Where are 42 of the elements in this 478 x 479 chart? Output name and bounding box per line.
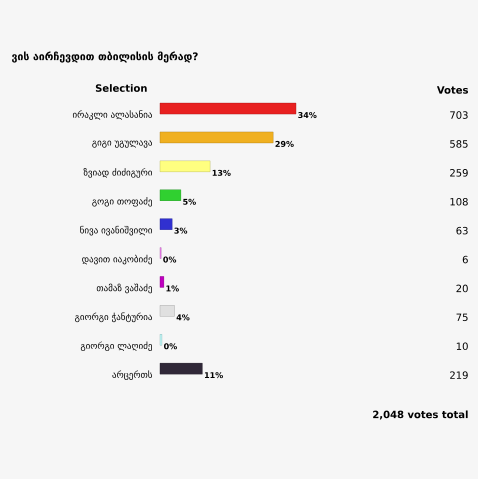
y-tick-label: გოგი თოფაძე — [92, 196, 152, 207]
bar — [160, 305, 175, 317]
bar — [160, 102, 296, 114]
annotation: 13% — [212, 170, 231, 176]
bar — [160, 160, 210, 172]
chart-title: ვის აირჩევდით თბილისის მერად? — [12, 51, 198, 63]
data-label: 63 — [456, 226, 468, 234]
annotation: 4% — [176, 314, 190, 320]
y-tick-label: გიგი უგულავა — [92, 140, 152, 148]
y-tick-label: არცერთს — [112, 370, 152, 380]
y-tick-label: დავით იაკობიძე — [82, 254, 152, 264]
annotation: 3% — [174, 228, 188, 234]
y-tick-label: გიორგი ლაღიძე — [80, 341, 152, 352]
data-label: 108 — [450, 198, 468, 206]
data-label: 259 — [450, 169, 468, 177]
data-label: 585 — [450, 140, 468, 148]
annotation: 29% — [275, 140, 294, 147]
y-tick-label: თამაზ ვაშაძე — [96, 284, 152, 294]
y-tick-label: ზვიად ძიძიგური — [84, 168, 152, 178]
data-label: 703 — [450, 111, 468, 119]
text: Votes — [436, 86, 468, 94]
y-tick-label: ნივა ივანიშვილი — [80, 226, 152, 236]
data-label: 219 — [450, 371, 468, 379]
bar — [160, 190, 182, 201]
annotation: 0% — [164, 343, 177, 350]
bar — [160, 276, 164, 288]
y-tick-label: გიორგი ჭანტურია — [75, 312, 152, 322]
y-axis-title: Selection — [96, 84, 147, 92]
data-label: 20 — [456, 284, 468, 292]
annotation: 11% — [204, 372, 223, 378]
annotation: 1% — [166, 285, 179, 292]
bar — [160, 132, 274, 144]
annotation: 5% — [183, 198, 196, 205]
annotation: 0% — [163, 256, 176, 263]
annotation: 34% — [298, 112, 317, 118]
bar — [160, 362, 203, 374]
y-tick-label: ირაკლი ალასანია — [72, 110, 152, 120]
data-label: 6 — [462, 256, 468, 264]
text: 2,048 votes total — [373, 410, 468, 420]
data-label: 75 — [456, 314, 468, 322]
bar — [160, 218, 172, 230]
data-label: 10 — [456, 342, 468, 350]
